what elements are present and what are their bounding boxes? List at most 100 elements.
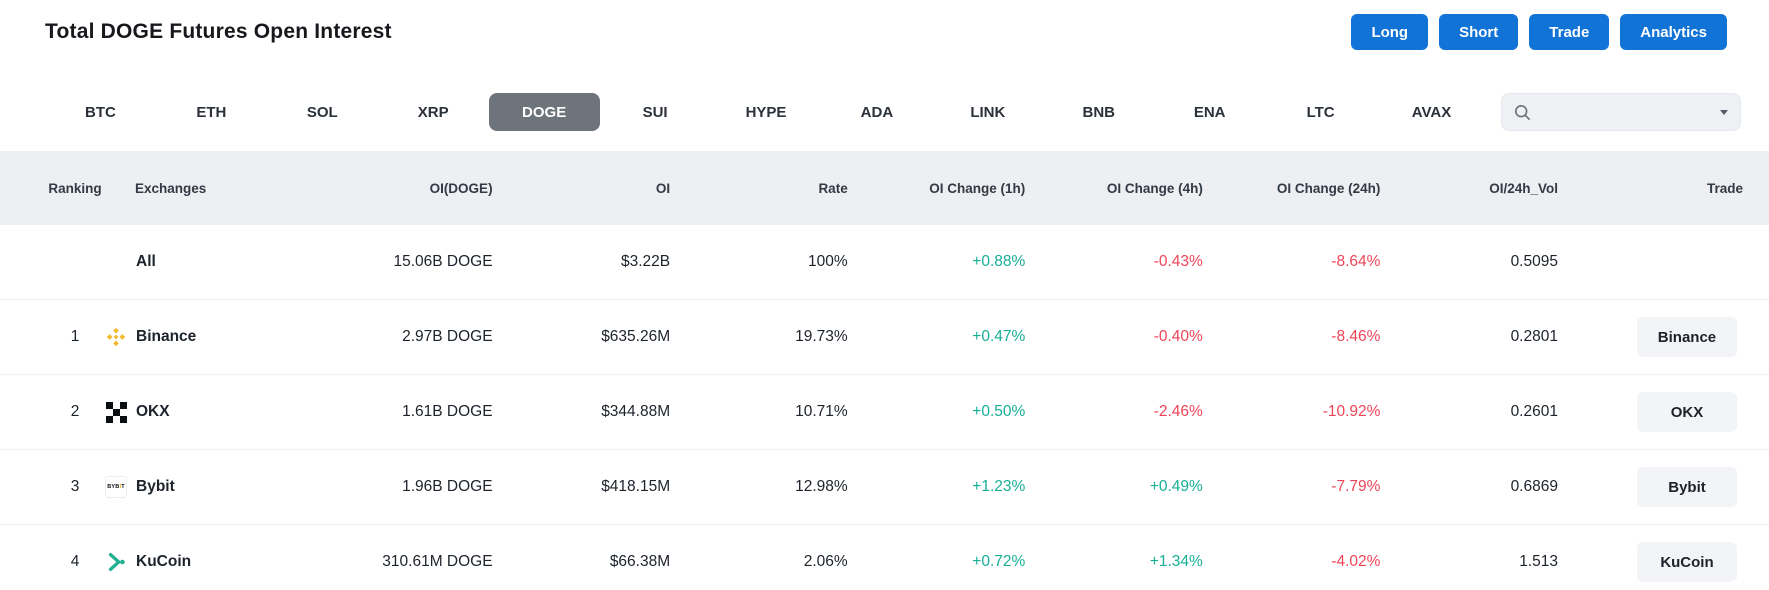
topbar: Total DOGE Futures Open Interest Long Sho… [0, 0, 1769, 52]
oi-24h-vol-cell: 0.5095 [1510, 253, 1558, 270]
column-header: Ranking [48, 180, 102, 196]
bybit-icon: BYB I T [105, 476, 127, 498]
oi-doge-cell: 15.06B DOGE [393, 253, 493, 270]
ranking-cell: 3 [70, 478, 80, 495]
column-header: OI/24h_Vol [1489, 180, 1558, 196]
trade-exchange-button[interactable]: OKX [1636, 392, 1737, 432]
oi-doge-cell: 1.61B DOGE [402, 403, 493, 420]
table-row: 4 KuCoin 310.61M DOGE $66.38M 2.06% +0.7… [0, 525, 1769, 590]
tab-avax[interactable]: AVAX [1376, 93, 1487, 131]
column-header: OI Change (1h) [929, 180, 1026, 196]
tab-ena[interactable]: ENA [1154, 93, 1265, 131]
oi-change-24h-cell: -8.64% [1331, 253, 1381, 270]
column-header: Exchanges [135, 180, 207, 196]
tab-eth[interactable]: ETH [156, 93, 267, 131]
tab-ltc[interactable]: LTC [1265, 93, 1376, 131]
oi-doge-cell: 310.61M DOGE [382, 553, 493, 570]
trade-cell: Binance [1558, 317, 1743, 357]
table-header-row: Ranking Exchanges OI(DOGE) OI Rate OI Change … [0, 151, 1769, 225]
trade-exchange-button[interactable]: KuCoin [1636, 542, 1737, 582]
kucoin-icon [105, 551, 127, 573]
trade-exchange-button[interactable]: Binance [1636, 317, 1737, 357]
table-body: All 15.06B DOGE $3.22B 100% +0.88% -0.43… [0, 225, 1769, 590]
oi-change-4h-cell: +0.49% [1149, 478, 1203, 495]
tab-bnb[interactable]: BNB [1043, 93, 1154, 131]
trade-button[interactable]: Trade [1529, 14, 1610, 50]
oi-change-24h-cell: -8.46% [1331, 328, 1381, 345]
oi-24h-vol-cell: 1.513 [1519, 553, 1558, 570]
column-header: Trade [1706, 180, 1743, 196]
coin-search-box[interactable] [1500, 93, 1741, 131]
oi-change-4h-cell: -0.43% [1153, 253, 1203, 270]
exchange-name: OKX [136, 403, 170, 420]
short-button[interactable]: Short [1439, 14, 1519, 50]
rate-cell: 10.71% [795, 403, 848, 420]
ranking-cell: 1 [70, 328, 80, 345]
tab-btc[interactable]: BTC [45, 93, 156, 131]
oi-change-1h-cell: +1.23% [972, 478, 1026, 495]
ranking-cell: 2 [70, 403, 80, 420]
table-row: 1 Binance 2.97B DOGE $635.26M 19.73% +0.… [0, 300, 1769, 375]
exchange-cell: BYB I T Bybit [105, 476, 315, 498]
oi-change-1h-cell: +0.72% [972, 553, 1026, 570]
tab-ada[interactable]: ADA [821, 93, 932, 131]
rate-cell: 100% [808, 253, 848, 270]
oi-24h-vol-cell: 0.2801 [1510, 328, 1558, 345]
tab-link[interactable]: LINK [932, 93, 1043, 131]
oi-change-24h-cell: -7.79% [1331, 478, 1381, 495]
long-button[interactable]: Long [1351, 14, 1429, 50]
oi-doge-cell: 2.97B DOGE [402, 328, 493, 345]
ranking-cell: 4 [70, 553, 80, 570]
binance-icon [105, 326, 127, 348]
oi-cell: $3.22B [621, 253, 671, 270]
exchange-name: All [136, 253, 156, 270]
exchange-name: Bybit [136, 478, 175, 495]
table-row: All 15.06B DOGE $3.22B 100% +0.88% -0.43… [0, 225, 1769, 300]
tab-xrp[interactable]: XRP [378, 93, 489, 131]
exchange-cell: OKX [105, 401, 315, 423]
tab-doge[interactable]: DOGE [488, 93, 600, 131]
oi-change-1h-cell: +0.88% [972, 253, 1026, 270]
column-header: Rate [818, 180, 848, 196]
exchange-cell: All [105, 251, 315, 273]
trade-cell: KuCoin [1558, 542, 1743, 582]
column-header: OI Change (24h) [1276, 180, 1381, 196]
oi-change-4h-cell: -2.46% [1153, 403, 1203, 420]
trade-exchange-button[interactable]: Bybit [1636, 467, 1737, 507]
column-header: OI [655, 180, 671, 196]
oi-doge-cell: 1.96B DOGE [402, 478, 493, 495]
search-input[interactable] [1538, 104, 1720, 120]
analytics-button[interactable]: Analytics [1620, 14, 1727, 50]
tab-sol[interactable]: SOL [267, 93, 378, 131]
oi-24h-vol-cell: 0.6869 [1510, 478, 1558, 495]
column-header: OI Change (4h) [1106, 180, 1203, 196]
coin-tabbar: BTC ETH SOL XRP DOGE SUI HYPE ADA LINK BNB ENA LTC A… [45, 93, 1741, 131]
oi-cell: $344.88M [601, 403, 671, 420]
rate-cell: 2.06% [803, 553, 848, 570]
oi-cell: $635.26M [601, 328, 671, 345]
tab-hype[interactable]: HYPE [711, 93, 822, 131]
oi-change-24h-cell: -4.02% [1331, 553, 1381, 570]
column-header: OI(DOGE) [429, 180, 493, 196]
oi-change-4h-cell: +1.34% [1149, 553, 1203, 570]
search-icon [1514, 104, 1531, 121]
oi-change-4h-cell: -0.40% [1153, 328, 1203, 345]
table-row: 3 BYB I T Bybit 1.96B DOGE $418.15M 12.98%… [0, 450, 1769, 525]
no-icon [105, 251, 127, 273]
open-interest-table: Ranking Exchanges OI(DOGE) OI Rate OI Change … [0, 151, 1769, 590]
oi-cell: $66.38M [609, 553, 671, 570]
okx-icon [105, 401, 127, 423]
oi-change-1h-cell: +0.50% [972, 403, 1026, 420]
chevron-down-icon[interactable] [1719, 109, 1728, 115]
oi-24h-vol-cell: 0.2601 [1510, 403, 1558, 420]
exchange-name: Binance [136, 328, 197, 345]
rate-cell: 19.73% [795, 328, 848, 345]
exchange-cell: KuCoin [105, 551, 315, 573]
trade-cell: Bybit [1558, 467, 1743, 507]
rate-cell: 12.98% [795, 478, 848, 495]
table-row: 2 OKX 1.61B DOGE $344.88M 10.71% +0.50% … [0, 375, 1769, 450]
action-buttons: Long Short Trade Analytics [1351, 14, 1727, 50]
tab-sui[interactable]: SUI [600, 93, 711, 131]
oi-change-1h-cell: +0.47% [972, 328, 1026, 345]
